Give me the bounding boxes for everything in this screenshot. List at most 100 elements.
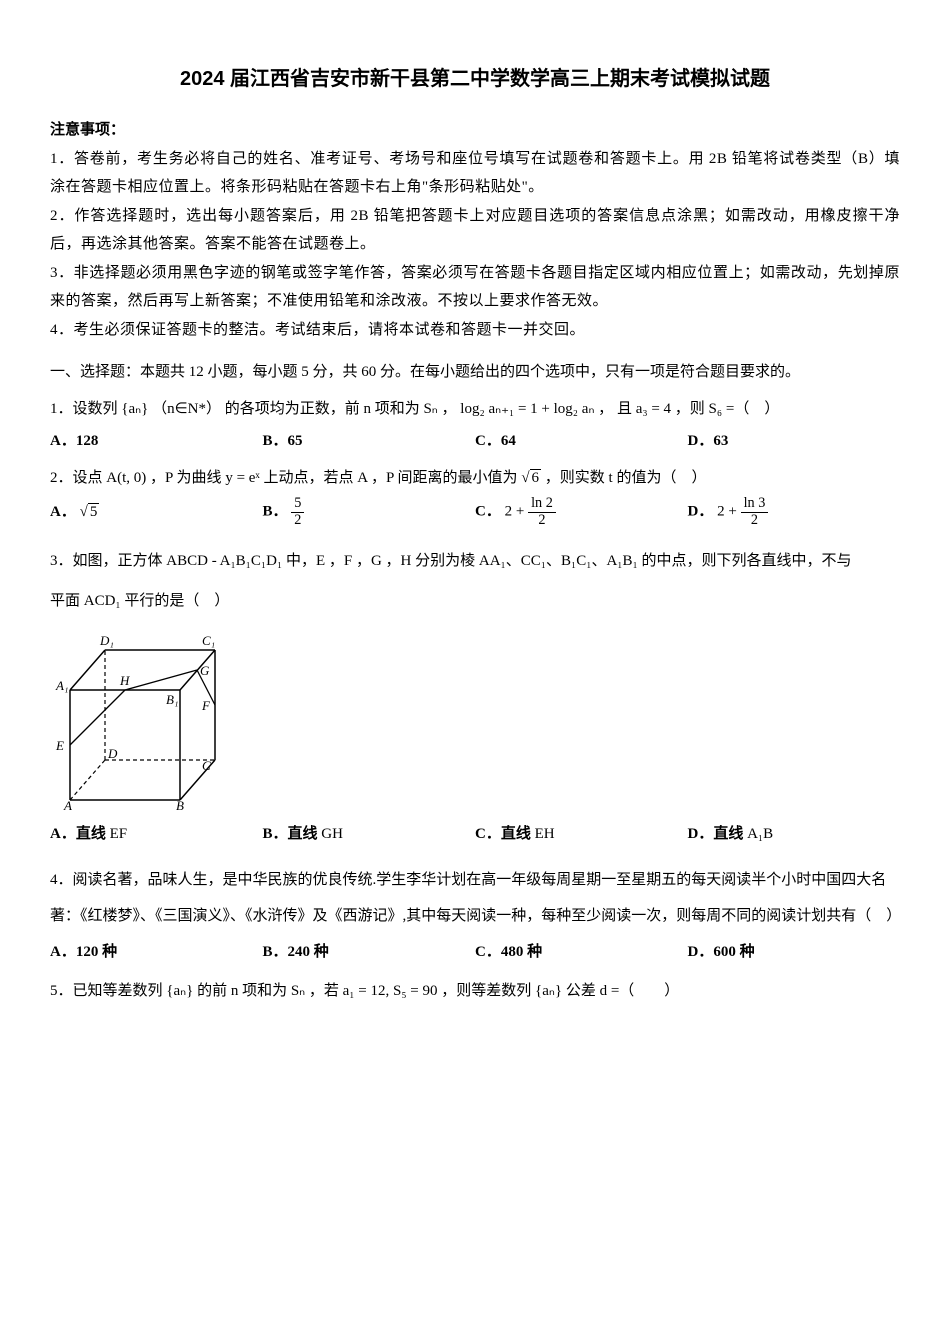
q3-opt-c-val: EH bbox=[535, 826, 555, 842]
q3-opt-b-pre: B．直线 bbox=[263, 826, 318, 842]
notice-block: 注意事项： 1．答卷前，考生务必将自己的姓名、准考证号、考场号和座位号填写在试题… bbox=[50, 116, 900, 344]
q1-opt-d: D．63 bbox=[688, 427, 901, 456]
label-c1: C₁ bbox=[202, 633, 215, 648]
q3-opt-a-val: EF bbox=[110, 826, 128, 842]
q3-opt-d-val: A₁B bbox=[747, 826, 773, 842]
label-b1: B₁ bbox=[166, 692, 178, 707]
label-g: G bbox=[200, 663, 210, 678]
q2-opt-d-den: 2 bbox=[741, 513, 769, 529]
question-3: 3．如图，正方体 ABCD - A₁B₁C₁D₁ 中，E ，F ，G ，H 分别… bbox=[50, 547, 900, 576]
q3-edges: AA₁、CC₁、B₁C₁、A₁B₁ bbox=[479, 553, 638, 569]
q1-opt-a-text: A．128 bbox=[50, 433, 98, 449]
question-3-line2: 平面 ACD₁ 平行的是（ ） bbox=[50, 587, 900, 616]
label-f: F bbox=[201, 698, 211, 713]
q2-opt-b-num: 5 bbox=[291, 496, 304, 513]
question-2: 2．设点 A(t, 0) ，P 为曲线 y = eˣ 上动点，若点 A ，P 间… bbox=[50, 464, 900, 493]
page-title: 2024 届江西省吉安市新干县第二中学数学高三上期末考试模拟试题 bbox=[50, 60, 900, 98]
q1-opt-a: A．128 bbox=[50, 427, 263, 456]
q4-opt-c-text: C．480 种 bbox=[475, 944, 542, 960]
q2-opt-c-den: 2 bbox=[528, 513, 556, 529]
q2-sqrt6: 6 bbox=[521, 464, 541, 493]
q5-mid3: 公差 d =（ ） bbox=[566, 983, 679, 999]
q4-opt-b: B．240 种 bbox=[263, 938, 476, 967]
q1-pre: 1．设数列 bbox=[50, 401, 118, 417]
q1-eq1: log₂ aₙ₊₁ = 1 + log₂ aₙ ， bbox=[460, 401, 613, 417]
q3-opt-b-val: GH bbox=[321, 826, 343, 842]
q3-mid1: 中，E ，F ，G ，H 分别为棱 bbox=[286, 553, 475, 569]
q1-cond: （n∈N*） bbox=[152, 401, 221, 417]
q3-options: A．直线 EF B．直线 GH C．直线 EH D．直线 A₁B bbox=[50, 820, 900, 849]
label-d: D bbox=[107, 746, 118, 761]
q2-mid1: ，P 为曲线 bbox=[150, 470, 222, 486]
section-1-intro: 一、选择题：本题共 12 小题，每小题 5 分，共 60 分。在每小题给出的四个… bbox=[50, 358, 900, 387]
q2-opt-d-pre: D． bbox=[688, 504, 714, 520]
q5-mid2: ，则等差数列 bbox=[441, 983, 531, 999]
q4-opt-d-text: D．600 种 bbox=[688, 944, 755, 960]
notice-item-3: 3．非选择题必须用黑色字迹的钢笔或签字笔作答，答案必须写在答题卡各题目指定区域内… bbox=[50, 259, 900, 316]
question-1: 1．设数列 {aₙ} （n∈N*） 的各项均为正数，前 n 项和为 Sₙ ， l… bbox=[50, 395, 900, 424]
q2-opt-d-frac: ln 3 2 bbox=[741, 496, 769, 528]
q2-opt-c: C． 2 + ln 2 2 bbox=[475, 496, 688, 528]
label-b: B bbox=[176, 798, 184, 810]
q2-curve: y = eˣ bbox=[225, 470, 259, 486]
q3-opt-c: C．直线 EH bbox=[475, 820, 688, 849]
q2-opt-d-lead: 2 + bbox=[717, 504, 737, 520]
q3-opt-b: B．直线 GH bbox=[263, 820, 476, 849]
q1-mid2: 且 a₃ = 4 ，则 S₆ =（ ） bbox=[617, 401, 779, 417]
q2-options: A． 5 B． 5 2 C． 2 + ln 2 2 D． 2 + ln 3 2 bbox=[50, 496, 900, 528]
q2-opt-d: D． 2 + ln 3 2 bbox=[688, 496, 901, 528]
q1-seq: {aₙ} bbox=[121, 401, 148, 417]
q4-opt-a-text: A．120 种 bbox=[50, 944, 117, 960]
q3-cube: ABCD - A₁B₁C₁D₁ bbox=[166, 553, 282, 569]
q2-opt-a-pre: A． bbox=[50, 504, 76, 520]
label-a1: A₁ bbox=[55, 678, 68, 693]
q5-eq: a₁ = 12, S₅ = 90 bbox=[343, 983, 438, 999]
q2-pt: A(t, 0) bbox=[106, 470, 146, 486]
q2-opt-b-den: 2 bbox=[291, 513, 304, 529]
q5-seq: {aₙ} bbox=[166, 983, 193, 999]
q1-opt-b-text: B．65 bbox=[263, 433, 303, 449]
q4-opt-b-text: B．240 种 bbox=[263, 944, 329, 960]
notice-heading: 注意事项： bbox=[50, 116, 900, 145]
notice-item-1: 1．答卷前，考生务必将自己的姓名、准考证号、考场号和座位号填写在试题卷和答题卡上… bbox=[50, 145, 900, 202]
q2-opt-a-val: 5 bbox=[80, 498, 100, 527]
q3-plane-post: 平行的是（ ） bbox=[124, 593, 229, 609]
label-a: A bbox=[63, 798, 72, 810]
label-d1: D₁ bbox=[99, 633, 114, 648]
q3-opt-c-pre: C．直线 bbox=[475, 826, 531, 842]
q3-opt-d-pre: D．直线 bbox=[688, 826, 744, 842]
q2-opt-b-pre: B． bbox=[263, 504, 288, 520]
q3-opt-d: D．直线 A₁B bbox=[688, 820, 901, 849]
q2-mid2: 上动点，若点 A ，P 间距离的最小值为 bbox=[264, 470, 518, 486]
q4-opt-c: C．480 种 bbox=[475, 938, 688, 967]
label-e: E bbox=[55, 738, 64, 753]
notice-item-2: 2．作答选择题时，选出每小题答案后，用 2B 铅笔把答题卡上对应题目选项的答案信… bbox=[50, 202, 900, 259]
q2-opt-b: B． 5 2 bbox=[263, 496, 476, 528]
q2-opt-c-num: ln 2 bbox=[528, 496, 556, 513]
q2-opt-b-frac: 5 2 bbox=[291, 496, 304, 528]
q1-options: A．128 B．65 C．64 D．63 bbox=[50, 427, 900, 456]
label-h: H bbox=[119, 673, 130, 688]
q5-mid1: 的前 n 项和为 Sₙ ，若 bbox=[197, 983, 339, 999]
q1-opt-d-text: D．63 bbox=[688, 433, 729, 449]
q2-pre: 2．设点 bbox=[50, 470, 103, 486]
q3-opt-a: A．直线 EF bbox=[50, 820, 263, 849]
q2-opt-c-pre: C． bbox=[475, 504, 501, 520]
q1-opt-c-text: C．64 bbox=[475, 433, 516, 449]
cube-diagram: D₁ C₁ A₁ B₁ H G E F D C A B bbox=[50, 630, 220, 810]
q3-figure: D₁ C₁ A₁ B₁ H G E F D C A B bbox=[50, 630, 900, 810]
q4-opt-d: D．600 种 bbox=[688, 938, 901, 967]
q2-opt-c-lead: 2 + bbox=[505, 504, 525, 520]
q3-pre: 3．如图，正方体 bbox=[50, 553, 163, 569]
q2-opt-c-frac: ln 2 2 bbox=[528, 496, 556, 528]
q2-opt-d-num: ln 3 bbox=[741, 496, 769, 513]
q4-opt-a: A．120 种 bbox=[50, 938, 263, 967]
q5-seq2: {aₙ} bbox=[535, 983, 562, 999]
notice-item-4: 4．考生必须保证答题卡的整洁。考试结束后，请将本试卷和答题卡一并交回。 bbox=[50, 316, 900, 345]
q3-plane: ACD₁ bbox=[84, 593, 121, 609]
q1-opt-b: B．65 bbox=[263, 427, 476, 456]
question-4: 4．阅读名著，品味人生，是中华民族的优良传统.学生李华计划在高一年级每周星期一至… bbox=[50, 862, 900, 934]
q5-pre: 5．已知等差数列 bbox=[50, 983, 163, 999]
question-5: 5．已知等差数列 {aₙ} 的前 n 项和为 Sₙ ，若 a₁ = 12, S₅… bbox=[50, 977, 900, 1006]
q3-opt-a-pre: A．直线 bbox=[50, 826, 106, 842]
